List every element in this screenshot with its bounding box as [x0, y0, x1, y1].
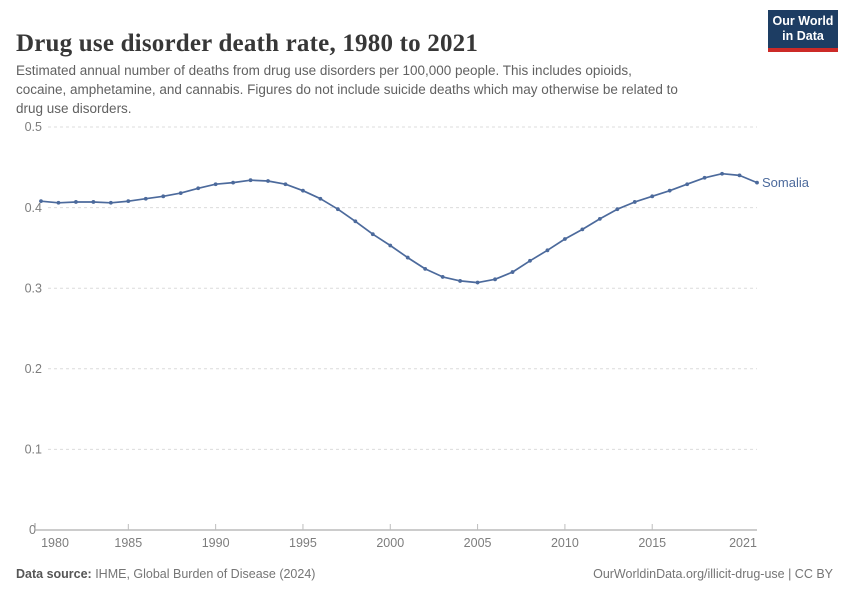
- data-point-1986: [143, 196, 148, 201]
- data-point-1985: [126, 199, 131, 204]
- subtitle-line: cocaine, amphetamine, and cannabis. Figu…: [16, 82, 678, 97]
- data-source-label: Data source:: [16, 567, 92, 581]
- x-tick-label: 2000: [376, 536, 404, 550]
- data-point-1992: [248, 178, 253, 183]
- data-point-1983: [91, 200, 96, 204]
- x-axis: 1980 1985 1990 1995 2000 2005 2010 2015 2021: [34, 523, 757, 550]
- data-point-2015: [650, 194, 655, 199]
- x-tick-label: 2010: [551, 536, 579, 550]
- data-point-2002: [423, 266, 428, 271]
- data-point-1981: [56, 200, 61, 205]
- data-point-2004: [458, 279, 463, 283]
- page-title: Drug use disorder death rate, 1980 to 20…: [16, 29, 479, 57]
- data-point-1984: [108, 200, 113, 205]
- data-source-value: IHME, Global Burden of Disease (2024): [91, 567, 316, 581]
- x-tick-label: 1985: [114, 536, 142, 550]
- x-tick-label: 1995: [289, 536, 317, 550]
- y-gridlines: [48, 126, 757, 450]
- series-label-somalia[interactable]: Somalia: [762, 175, 810, 190]
- data-point-2003: [440, 275, 445, 279]
- data-point-1993: [266, 179, 270, 183]
- data-point-1980: [39, 199, 43, 204]
- data-point-2017: [685, 182, 690, 187]
- y-tick-label: 0.3: [25, 281, 42, 295]
- owid-logo-line1: Our World: [772, 14, 834, 28]
- data-point-2012: [597, 216, 602, 221]
- subtitle-line: drug use disorders.: [16, 101, 132, 116]
- data-point-1997: [335, 207, 340, 212]
- data-point-1991: [231, 180, 235, 185]
- data-point-2018: [702, 175, 707, 180]
- data-point-2020: [737, 173, 742, 178]
- y-tick-label: 0.2: [25, 362, 42, 376]
- x-tick-label: 2015: [638, 536, 666, 550]
- data-point-2014: [632, 200, 637, 204]
- data-point-2019: [720, 171, 724, 176]
- data-point-2016: [667, 188, 672, 193]
- data-point-2008: [528, 258, 532, 263]
- data-source: Data source: IHME, Global Burden of Dise…: [16, 567, 315, 581]
- data-point-1996: [318, 196, 323, 201]
- y-axis-labels: 0 0.1 0.2 0.3 0.4 0.5: [25, 120, 42, 537]
- chart-footer: Data source: IHME, Global Burden of Dise…: [16, 567, 833, 581]
- y-tick-label: 0: [29, 523, 36, 537]
- x-tick-label: 2005: [464, 536, 492, 550]
- data-point-2005: [475, 280, 480, 285]
- x-tick-label: 2021: [729, 536, 757, 550]
- series-points-somalia: [39, 171, 759, 285]
- y-tick-label: 0.4: [25, 201, 42, 215]
- data-point-2011: [580, 227, 585, 232]
- data-point-2021: [755, 180, 759, 185]
- data-point-2006: [493, 277, 497, 282]
- x-tick-label: 1990: [202, 536, 230, 550]
- data-point-2010: [563, 237, 567, 241]
- x-tick-label: 1980: [41, 536, 69, 550]
- data-point-2000: [388, 243, 393, 248]
- data-point-1989: [196, 186, 201, 191]
- data-point-1988: [178, 191, 183, 195]
- data-point-1990: [213, 182, 218, 187]
- data-point-1999: [370, 232, 375, 237]
- series-line-somalia[interactable]: [40, 172, 758, 284]
- y-tick-label: 0.1: [25, 443, 42, 457]
- data-point-1994: [283, 182, 288, 187]
- data-point-1982: [74, 200, 78, 204]
- owid-logo-line2: in Data: [782, 29, 824, 43]
- footer-license-link[interactable]: OurWorldinData.org/illicit-drug-use | CC…: [593, 567, 833, 581]
- chart-canvas[interactable]: 0 0.1 0.2 0.3 0.4 0.5 1980 1985 1990 1995 2000 2005…: [0, 115, 850, 555]
- data-point-1987: [161, 194, 166, 199]
- data-point-1995: [301, 188, 305, 193]
- data-point-2001: [405, 255, 410, 260]
- owid-logo[interactable]: Our World in Data: [768, 10, 838, 52]
- subtitle-line: Estimated annual number of deaths from d…: [16, 63, 632, 78]
- data-point-2007: [510, 270, 515, 274]
- y-tick-label: 0.5: [25, 120, 42, 134]
- data-point-2009: [545, 248, 550, 253]
- data-point-1998: [353, 219, 358, 224]
- chart-subtitle: Estimated annual number of deaths from d…: [16, 61, 756, 118]
- data-point-2013: [615, 207, 620, 212]
